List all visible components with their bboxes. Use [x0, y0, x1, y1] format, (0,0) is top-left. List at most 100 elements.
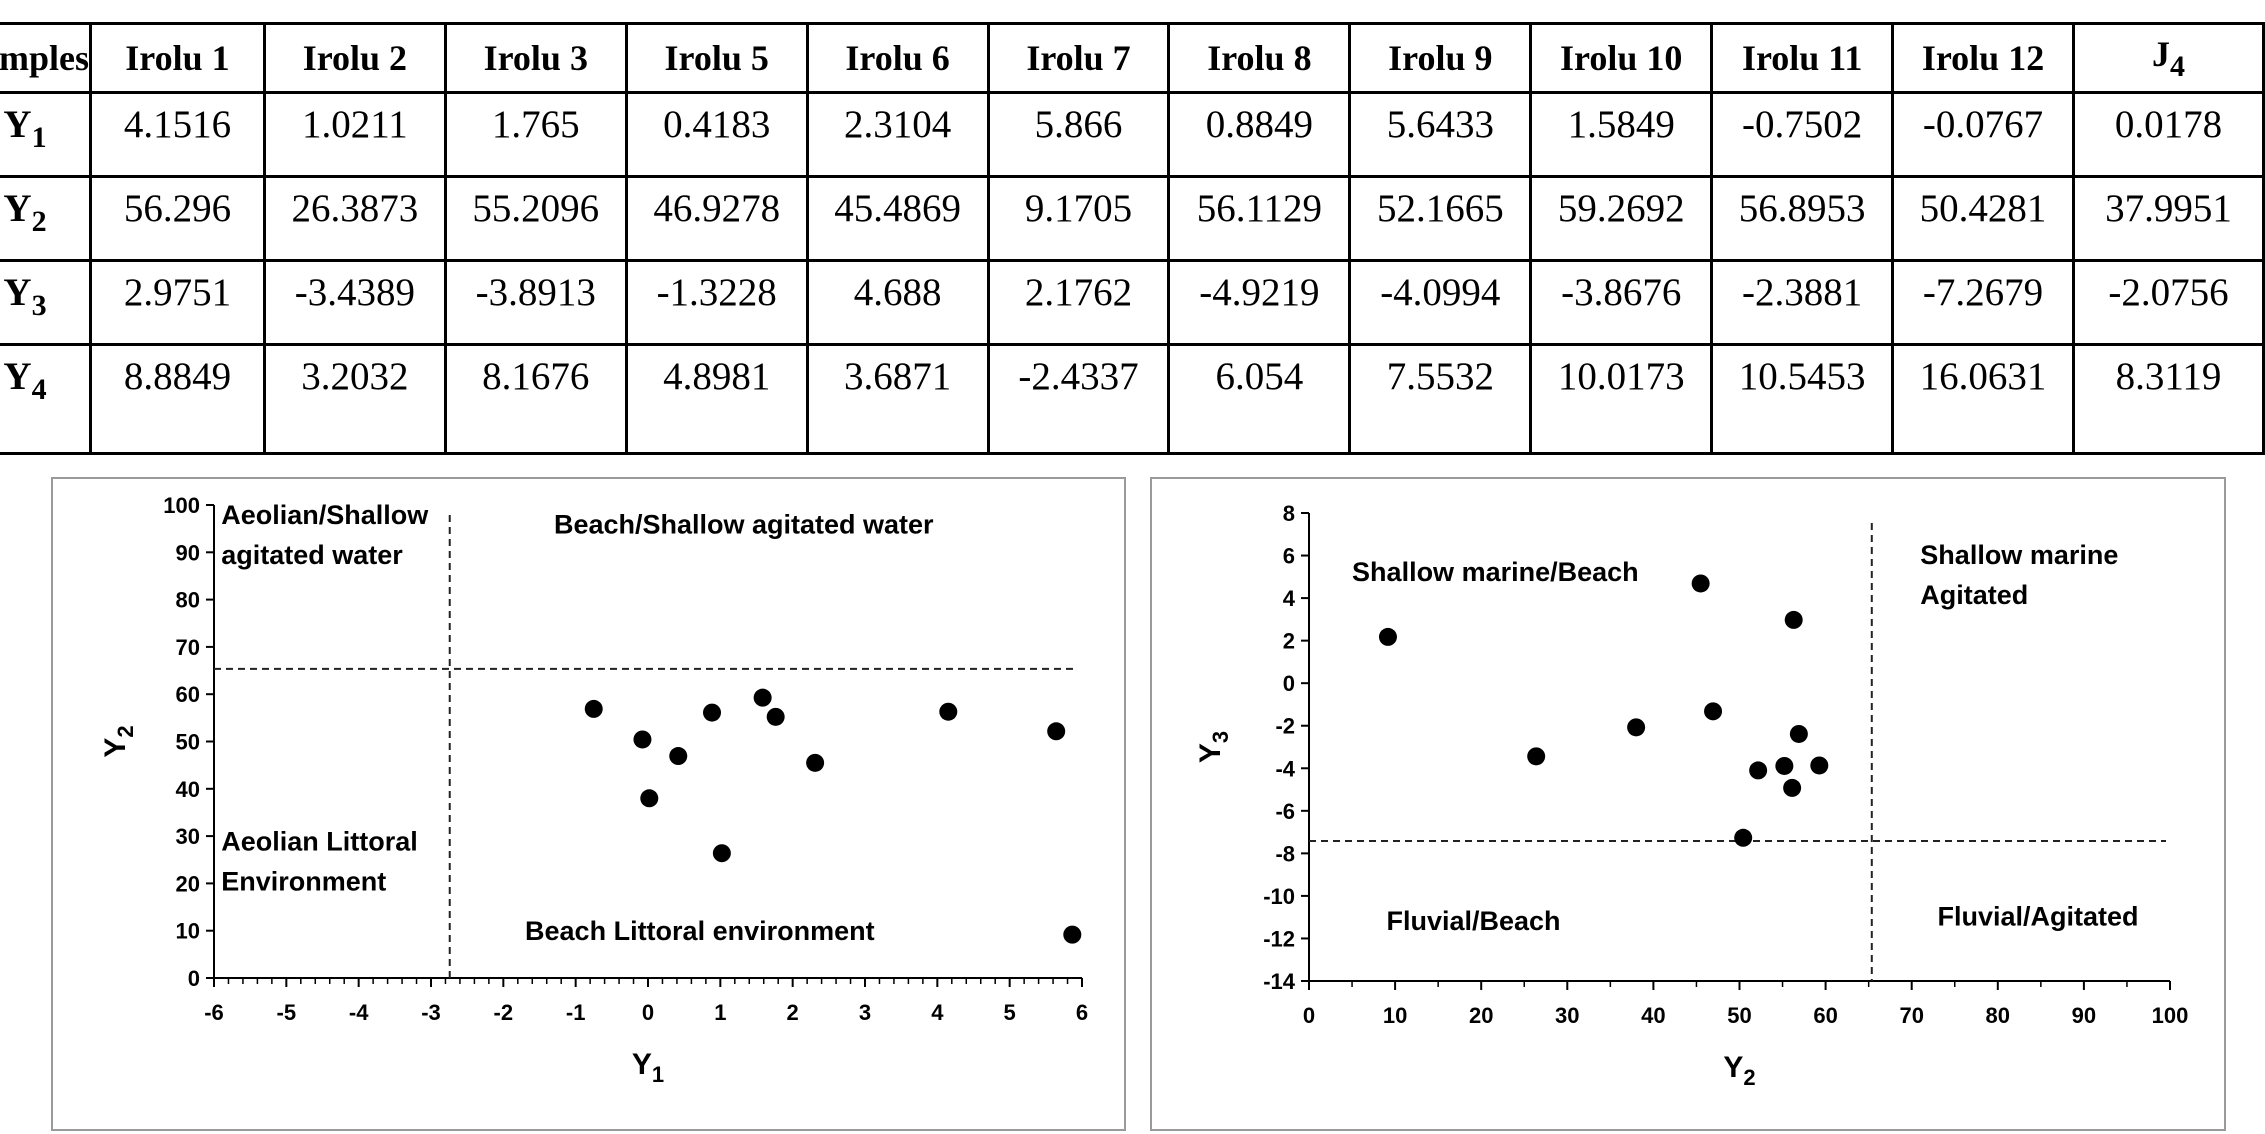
row-label: Y1	[0, 91, 93, 178]
data-point	[766, 707, 785, 726]
table-cell: 1.5849	[1529, 91, 1714, 178]
x-axis-label: Y2	[1723, 1051, 1755, 1090]
header-j4-sub: 4	[2169, 49, 2185, 83]
region-label: Aeolian Littoral	[221, 826, 418, 856]
data-point	[669, 747, 688, 766]
data-table-container: Samples Irolu 1 Irolu 2 Irolu 3 Irolu 5 …	[0, 22, 2265, 455]
x-tick-label: 70	[1899, 1003, 1923, 1028]
table-cell: 8.8849	[89, 343, 266, 455]
data-point	[584, 699, 603, 718]
y-tick-label: 10	[176, 919, 200, 944]
table-cell: 0.4183	[624, 91, 809, 178]
x-tick-label: -1	[566, 1000, 586, 1025]
table-cell: 4.1516	[89, 91, 266, 178]
table-cell: 3.2032	[262, 343, 447, 455]
table-cell: 10.0173	[1529, 343, 1714, 455]
table-row: Y3 2.9751 -3.4389 -3.8913 -1.3228 4.688 2.1762…	[0, 259, 2265, 346]
table-row: Y4 8.8849 3.2032 8.1676 4.8981 3.6871 -2.4337 6…	[0, 343, 2265, 455]
header-irolu-10: Irolu 10	[1529, 22, 1714, 94]
table-cell: 1.0211	[262, 91, 447, 178]
data-point	[703, 703, 722, 722]
row-label-sub: 2	[31, 205, 47, 238]
x-tick-label: 4	[931, 1000, 944, 1025]
y-axis-label: Y3	[1194, 731, 1233, 763]
x-tick-label: -2	[494, 1000, 514, 1025]
y-tick-label: 4	[1283, 586, 1296, 611]
y-tick-label: -10	[1263, 884, 1295, 909]
data-point	[753, 688, 772, 707]
region-label: Fluvial/Agitated	[1938, 902, 2139, 932]
data-point	[939, 702, 958, 721]
table-cell: 50.4281	[1891, 175, 2075, 262]
y-tick-label: 100	[163, 493, 200, 518]
region-label: Aeolian/Shallow	[221, 500, 429, 530]
y-tick-label: 0	[1283, 671, 1295, 696]
header-irolu-8: Irolu 8	[1167, 22, 1352, 94]
table-row: Y2 56.296 26.3873 55.2096 46.9278 45.4869 9.17…	[0, 175, 2265, 262]
header-irolu-12: Irolu 12	[1891, 22, 2075, 94]
table-cell: 4.8981	[624, 343, 809, 455]
region-label: Agitated	[1920, 580, 2028, 610]
table-cell: 45.4869	[805, 175, 990, 262]
table-cell: 10.5453	[1710, 343, 1895, 455]
header-irolu-11: Irolu 11	[1710, 22, 1895, 94]
y-tick-label: -6	[1275, 799, 1295, 824]
table-cell: 5.866	[986, 91, 1171, 178]
y-tick-label: 70	[176, 635, 200, 660]
data-point	[712, 844, 731, 863]
x-tick-label: -4	[349, 1000, 369, 1025]
table-cell: -2.4337	[986, 343, 1171, 455]
data-point	[1063, 925, 1082, 944]
table-cell: 6.054	[1167, 343, 1352, 455]
row-label-main: Y	[3, 355, 32, 398]
table-cell: -2.0756	[2071, 259, 2265, 346]
x-tick-label: 20	[1469, 1003, 1493, 1028]
x-tick-label: 60	[1813, 1003, 1837, 1028]
data-point	[640, 789, 659, 808]
x-tick-label: 50	[1727, 1003, 1751, 1028]
table-cell: 9.1705	[986, 175, 1171, 262]
row-label-main: Y	[3, 271, 32, 314]
x-tick-label: 90	[2072, 1003, 2096, 1028]
x-tick-label: 6	[1076, 1000, 1088, 1025]
table-cell: 5.6433	[1348, 91, 1533, 178]
table-cell: -3.8913	[443, 259, 628, 346]
row-label-sub: 3	[31, 289, 47, 322]
table-cell: -3.8676	[1529, 259, 1714, 346]
data-point	[806, 753, 825, 772]
table-cell: 46.9278	[624, 175, 809, 262]
y-tick-label: 8	[1283, 501, 1295, 526]
data-point	[1783, 778, 1802, 797]
x-tick-label: 1	[714, 1000, 726, 1025]
data-point	[1749, 761, 1768, 780]
x-tick-label: -6	[204, 1000, 224, 1025]
header-j4-main: J	[2151, 33, 2170, 74]
y-tick-label: -12	[1263, 926, 1295, 951]
table-cell: 0.8849	[1167, 91, 1352, 178]
table-cell: -4.0994	[1348, 259, 1533, 346]
row-label-sub: 1	[31, 121, 47, 154]
x-tick-label: 100	[2152, 1003, 2189, 1028]
table-cell: -0.0767	[1891, 91, 2075, 178]
table-cell: 0.0178	[2071, 91, 2265, 178]
table-cell: 3.6871	[805, 343, 990, 455]
y-tick-label: -8	[1275, 841, 1295, 866]
table-cell: 16.0631	[1891, 343, 2075, 455]
region-label: Beach Littoral environment	[525, 916, 875, 946]
header-irolu-2: Irolu 2	[262, 22, 447, 94]
chart-y2-y3-frame: -14 -12 -10 -8 -6 -4 -2 0 2 4 6 8 0 10 20 30 40 50 60 70 80 9…	[1150, 477, 2226, 1131]
region-label: Fluvial/Beach	[1386, 906, 1560, 936]
table-cell: 55.2096	[443, 175, 628, 262]
x-tick-label: 30	[1555, 1003, 1579, 1028]
region-label: Shallow marine/Beach	[1352, 557, 1639, 587]
x-tick-label: 2	[787, 1000, 799, 1025]
table-cell: 8.3119	[2071, 343, 2265, 455]
table-cell: 56.8953	[1710, 175, 1895, 262]
table-cell: -2.3881	[1710, 259, 1895, 346]
table-body: Y1 4.1516 1.0211 1.765 0.4183 2.3104 5.866 0.88…	[0, 91, 2265, 455]
table-cell: 1.765	[443, 91, 628, 178]
x-tick-label: 10	[1383, 1003, 1407, 1028]
y-tick-label: 80	[176, 588, 200, 613]
row-label: Y4	[0, 343, 93, 455]
